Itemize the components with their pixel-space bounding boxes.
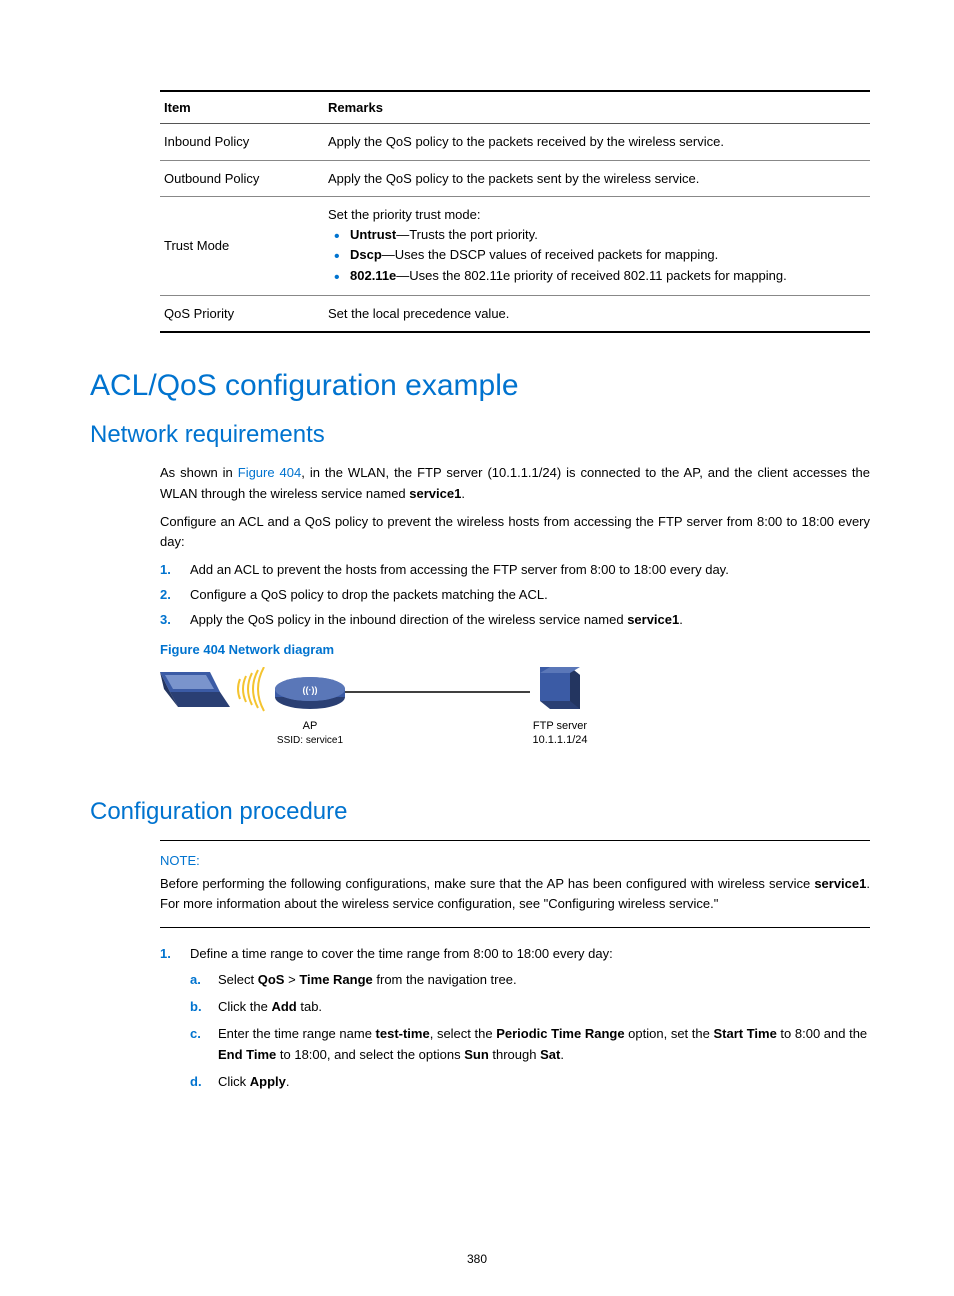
ordered-list: Define a time range to cover the time ra… bbox=[160, 944, 870, 1093]
alpha-list: Select QoS > Time Range from the navigat… bbox=[190, 970, 870, 1092]
table-row: QoS Priority Set the local precedence va… bbox=[160, 295, 870, 332]
list-item: Apply the QoS policy in the inbound dire… bbox=[160, 610, 870, 631]
text: Select bbox=[218, 972, 258, 987]
text: , select the bbox=[430, 1026, 496, 1041]
bold: test-time bbox=[376, 1026, 430, 1041]
list-item: Click the Add tab. bbox=[190, 997, 870, 1018]
bold: service1 bbox=[814, 876, 866, 891]
list-item: Select QoS > Time Range from the navigat… bbox=[190, 970, 870, 991]
ftp-label: FTP server bbox=[533, 720, 588, 732]
bullet: Untrust—Trusts the port priority. bbox=[328, 225, 860, 246]
note-label: NOTE: bbox=[160, 853, 870, 868]
cell-item: QoS Priority bbox=[160, 295, 324, 332]
text: to 8:00 and the bbox=[777, 1026, 867, 1041]
text: Apply the QoS policy in the inbound dire… bbox=[190, 612, 627, 627]
paragraph: As shown in Figure 404, in the WLAN, the… bbox=[160, 463, 870, 503]
ap-label: AP bbox=[303, 720, 318, 732]
cell-remark: Apply the QoS policy to the packets sent… bbox=[324, 160, 870, 197]
text: option, set the bbox=[625, 1026, 714, 1041]
figure-caption: Figure 404 Network diagram bbox=[160, 642, 870, 657]
list-item: Enter the time range name test-time, sel… bbox=[190, 1024, 870, 1066]
list-item: Configure a QoS policy to drop the packe… bbox=[160, 585, 870, 606]
ftp-ip: 10.1.1.1/24 bbox=[532, 734, 587, 746]
cell-remark: Apply the QoS policy to the packets rece… bbox=[324, 124, 870, 161]
bold: QoS bbox=[258, 972, 285, 987]
text: —Trusts the port priority. bbox=[396, 227, 538, 242]
table-row: Inbound Policy Apply the QoS policy to t… bbox=[160, 124, 870, 161]
note-text: Before performing the following configur… bbox=[160, 874, 870, 914]
table-row: Trust Mode Set the priority trust mode: … bbox=[160, 197, 870, 296]
text: Define a time range to cover the time ra… bbox=[190, 946, 613, 961]
svg-text:((·)): ((·)) bbox=[303, 685, 318, 695]
bold: service1 bbox=[409, 486, 461, 501]
text: tab. bbox=[297, 999, 322, 1014]
ordered-list: Add an ACL to prevent the hosts from acc… bbox=[160, 560, 870, 630]
cell-remark: Set the priority trust mode: Untrust—Tru… bbox=[324, 197, 870, 296]
bold: 802.11e bbox=[350, 268, 396, 283]
text: . bbox=[286, 1074, 290, 1089]
page-number: 380 bbox=[0, 1252, 954, 1266]
text: . bbox=[679, 612, 683, 627]
ap-icon: ((·)) bbox=[275, 677, 345, 709]
wireless-icon bbox=[238, 667, 264, 711]
table-row: Outbound Policy Apply the QoS policy to … bbox=[160, 160, 870, 197]
text: through bbox=[489, 1047, 540, 1062]
cell-remark: Set the local precedence value. bbox=[324, 295, 870, 332]
cell-item: Inbound Policy bbox=[160, 124, 324, 161]
page-title: ACL/QoS configuration example bbox=[90, 369, 870, 403]
th-item: Item bbox=[160, 91, 324, 124]
policy-table: Item Remarks Inbound Policy Apply the Qo… bbox=[160, 90, 870, 333]
text: . bbox=[461, 486, 465, 501]
bold: Add bbox=[271, 999, 296, 1014]
text: As shown in bbox=[160, 465, 238, 480]
bold: Sun bbox=[464, 1047, 489, 1062]
bold: End Time bbox=[218, 1047, 276, 1062]
bold: Apply bbox=[250, 1074, 286, 1089]
list-item: Add an ACL to prevent the hosts from acc… bbox=[160, 560, 870, 581]
server-icon bbox=[540, 667, 580, 709]
text: Click bbox=[218, 1074, 250, 1089]
text: Enter the time range name bbox=[218, 1026, 376, 1041]
network-diagram: ((·)) AP SSID: service1 FTP server 10.1.… bbox=[160, 667, 600, 767]
section-heading: Network requirements bbox=[90, 421, 870, 449]
th-remarks: Remarks bbox=[324, 91, 870, 124]
text: Before performing the following configur… bbox=[160, 876, 814, 891]
text: > bbox=[284, 972, 299, 987]
bold: Untrust bbox=[350, 227, 396, 242]
ap-ssid: SSID: service1 bbox=[277, 735, 344, 746]
bold: Dscp bbox=[350, 247, 382, 262]
text: from the navigation tree. bbox=[373, 972, 517, 987]
text: Click the bbox=[218, 999, 271, 1014]
bullet: 802.11e—Uses the 802.11e priority of rec… bbox=[328, 266, 860, 287]
list-item: Define a time range to cover the time ra… bbox=[160, 944, 870, 1093]
text: . bbox=[560, 1047, 564, 1062]
bold: service1 bbox=[627, 612, 679, 627]
laptop-icon bbox=[160, 672, 230, 707]
bold: Time Range bbox=[299, 972, 372, 987]
section-heading: Configuration procedure bbox=[90, 798, 870, 826]
bold: Start Time bbox=[713, 1026, 776, 1041]
figure-link[interactable]: Figure 404 bbox=[238, 465, 302, 480]
bullet: Dscp—Uses the DSCP values of received pa… bbox=[328, 245, 860, 266]
list-item: Click Apply. bbox=[190, 1072, 870, 1093]
text: to 18:00, and select the options bbox=[276, 1047, 464, 1062]
bold: Periodic Time Range bbox=[496, 1026, 624, 1041]
cell-item: Outbound Policy bbox=[160, 160, 324, 197]
trust-intro: Set the priority trust mode: bbox=[328, 205, 860, 225]
bold: Sat bbox=[540, 1047, 560, 1062]
paragraph: Configure an ACL and a QoS policy to pre… bbox=[160, 512, 870, 552]
cell-item: Trust Mode bbox=[160, 197, 324, 296]
text: —Uses the DSCP values of received packet… bbox=[382, 247, 718, 262]
text: —Uses the 802.11e priority of received 8… bbox=[396, 268, 786, 283]
note-block: NOTE: Before performing the following co… bbox=[160, 840, 870, 927]
